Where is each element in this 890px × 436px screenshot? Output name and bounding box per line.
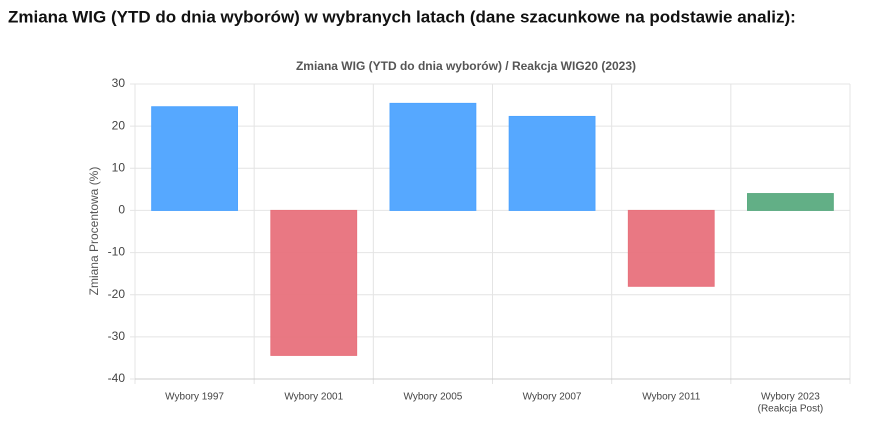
x-tick-label: Wybory 2001 bbox=[284, 392, 343, 403]
bar bbox=[389, 102, 477, 211]
bar bbox=[747, 193, 834, 211]
y-tick-label: 10 bbox=[112, 160, 126, 174]
y-tick-label: 30 bbox=[112, 76, 126, 90]
page-heading: Zmiana WIG (YTD do dnia wyborów) w wybra… bbox=[8, 7, 796, 26]
bar bbox=[627, 209, 715, 287]
y-tick-label: -10 bbox=[108, 245, 126, 259]
bar bbox=[508, 115, 596, 211]
bar bbox=[151, 106, 238, 211]
chart-title: Zmiana WIG (YTD do dnia wyborów) / Reakc… bbox=[296, 59, 636, 73]
x-tick-label: Wybory 2007 bbox=[523, 392, 582, 403]
y-tick-label: -40 bbox=[108, 371, 126, 385]
x-tick-label: Wybory 2011 bbox=[642, 392, 701, 403]
x-tick-label: Wybory 2023 bbox=[761, 392, 820, 403]
x-tick-label: Wybory 2005 bbox=[404, 392, 463, 403]
y-tick-label: -30 bbox=[108, 329, 126, 343]
y-tick-label: -20 bbox=[108, 287, 126, 301]
x-tick-label: (Reakcja Post) bbox=[758, 404, 824, 415]
y-tick-label: 20 bbox=[112, 118, 126, 132]
y-tick-label: 0 bbox=[118, 203, 125, 217]
x-tick-label: Wybory 1997 bbox=[165, 392, 224, 403]
y-axis-label: Zmiana Procentowa (%) bbox=[87, 167, 101, 296]
bar bbox=[270, 209, 358, 356]
